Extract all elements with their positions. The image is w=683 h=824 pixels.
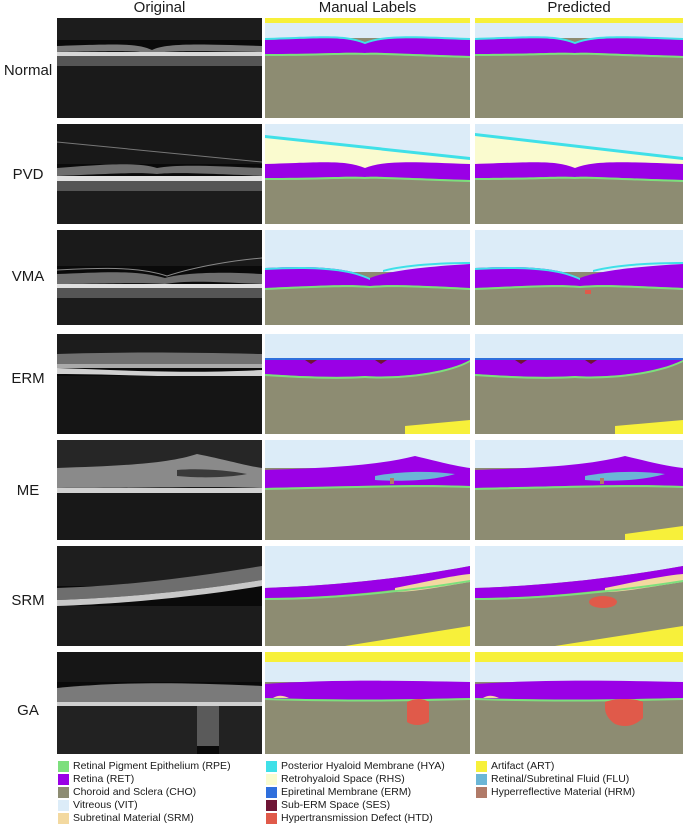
row-label-vma: VMA xyxy=(11,268,45,285)
column-header-manual-labels: Manual Labels xyxy=(318,0,417,16)
legend-label: Vitreous (VIT) xyxy=(73,799,138,811)
predicted-pvd xyxy=(475,124,683,224)
column-header-predicted: Predicted xyxy=(547,0,611,16)
predicted-normal xyxy=(475,18,683,118)
legend-label: Artifact (ART) xyxy=(491,760,555,772)
legend-label: Subretinal Material (SRM) xyxy=(73,812,194,824)
swatch-art xyxy=(476,761,487,772)
legend-label: Retina (RET) xyxy=(73,773,135,785)
swatch-erm xyxy=(266,787,277,798)
legend-label: Posterior Hyaloid Membrane (HYA) xyxy=(281,760,445,772)
manual-labels-me xyxy=(265,440,470,540)
row-label-ga: GA xyxy=(17,702,39,719)
row-label-pvd: PVD xyxy=(12,166,44,183)
legend-label: Choroid and Sclera (CHO) xyxy=(73,786,197,798)
swatch-hrm xyxy=(476,787,487,798)
manual-labels-srm xyxy=(265,546,470,646)
swatch-rhs xyxy=(266,774,277,785)
oct-scan-srm xyxy=(57,546,262,646)
oct-scan-me xyxy=(57,440,262,540)
swatch-cho xyxy=(58,787,69,798)
predicted-vma xyxy=(475,230,683,325)
row-label-me: ME xyxy=(16,482,40,499)
manual-labels-pvd xyxy=(265,124,470,224)
swatch-rpe xyxy=(58,761,69,772)
legend-label: Hyperreflective Material (HRM) xyxy=(491,786,636,798)
predicted-ga xyxy=(475,652,683,754)
swatch-ret xyxy=(58,774,69,785)
swatch-flu xyxy=(476,774,487,785)
swatch-vit xyxy=(58,800,69,811)
row-label-erm: ERM xyxy=(11,370,45,387)
legend-label: Retinal/Subretinal Fluid (FLU) xyxy=(491,773,630,785)
legend-label: Retrohyaloid Space (RHS) xyxy=(281,773,405,785)
swatch-htd xyxy=(266,813,277,824)
column-header-original: Original xyxy=(133,0,186,16)
swatch-srm xyxy=(58,813,69,824)
swatch-ses xyxy=(266,800,277,811)
predicted-erm xyxy=(475,334,683,434)
oct-scan-pvd xyxy=(57,124,262,224)
manual-labels-normal xyxy=(265,18,470,118)
oct-scan-vma xyxy=(57,230,262,325)
predicted-srm xyxy=(475,546,683,646)
predicted-me xyxy=(475,440,683,540)
oct-scan-normal xyxy=(57,18,262,118)
row-label-normal: Normal xyxy=(3,62,53,79)
manual-labels-ga xyxy=(265,652,470,754)
legend-label: Epiretinal Membrane (ERM) xyxy=(281,786,412,798)
legend-label: Sub-ERM Space (SES) xyxy=(281,799,391,811)
swatch-hya xyxy=(266,761,277,772)
oct-scan-erm xyxy=(57,334,262,434)
manual-labels-erm xyxy=(265,334,470,434)
manual-labels-vma xyxy=(265,230,470,325)
legend-label: Retinal Pigment Epithelium (RPE) xyxy=(73,760,231,772)
legend: Retinal Pigment Epithelium (RPE) Retina … xyxy=(0,760,683,824)
legend-label: Hypertransmission Defect (HTD) xyxy=(281,812,433,824)
row-label-srm: SRM xyxy=(11,592,45,609)
oct-scan-ga xyxy=(57,652,262,754)
